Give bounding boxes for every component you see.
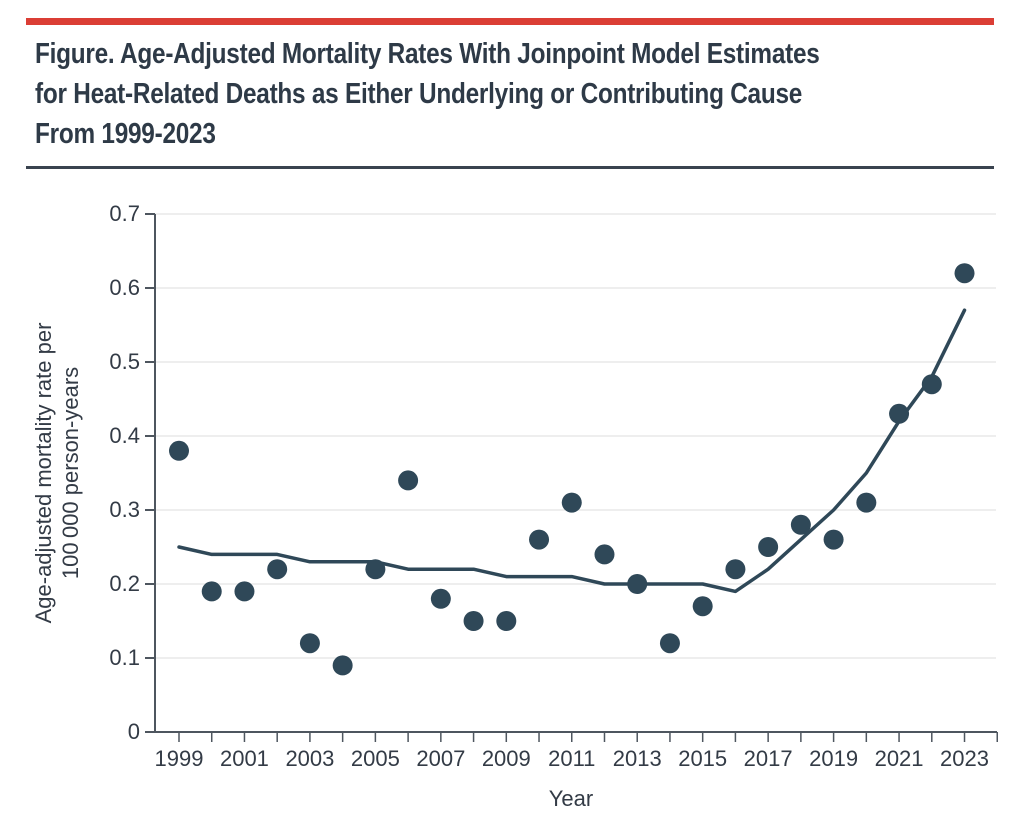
data-point [332, 655, 353, 676]
data-point [889, 403, 910, 424]
title-separator [26, 166, 994, 169]
data-point [201, 581, 222, 602]
x-axis-tick-label: 2021 [875, 746, 924, 771]
x-axis-tick-label: 2015 [678, 746, 727, 771]
data-point [529, 529, 550, 550]
x-axis-title: Year [549, 786, 593, 811]
figure-title-line: for Heat-Related Deaths as Either Underl… [35, 78, 803, 110]
y-axis-title-line2: 100 000 person-years [58, 367, 83, 579]
data-point [594, 544, 615, 565]
y-axis-tick-label: 0.7 [109, 201, 140, 226]
figure-title-line: From 1999-2023 [35, 118, 216, 150]
data-point [823, 529, 844, 550]
y-axis-tick-label: 0.5 [109, 349, 140, 374]
y-axis-tick-label: 0 [128, 719, 140, 744]
y-axis-tick-label: 0.6 [109, 275, 140, 300]
y-axis-tick-label: 0.4 [109, 423, 140, 448]
x-axis-tick-label: 2003 [285, 746, 334, 771]
data-point [954, 263, 975, 284]
data-point [496, 611, 517, 631]
x-axis-tick-label: 2007 [416, 746, 465, 771]
data-point [758, 537, 779, 557]
x-axis-tick-label: 2013 [613, 746, 662, 771]
x-axis-tick-label: 2011 [548, 746, 595, 771]
y-axis-title-line1: Age-adjusted mortality rate per [31, 323, 56, 624]
data-point [365, 559, 386, 580]
figure-title-line: Figure. Age-Adjusted Mortality Rates Wit… [35, 38, 820, 70]
x-axis-tick-label: 2019 [809, 746, 858, 771]
data-point [725, 559, 746, 580]
data-point [463, 611, 484, 631]
data-point [921, 374, 942, 395]
data-point [790, 514, 811, 535]
x-axis-tick-label: 1999 [155, 746, 204, 771]
x-axis-tick-label: 2001 [220, 746, 269, 771]
joinpoint-model-line [177, 308, 967, 594]
y-axis-tick-label: 0.3 [109, 497, 140, 522]
data-point [856, 492, 877, 513]
data-point [234, 581, 255, 602]
x-axis-tick-label: 2023 [940, 746, 989, 771]
y-axis-tick-label: 0.1 [109, 645, 140, 670]
data-point [430, 588, 451, 609]
data-point [659, 633, 680, 654]
data-point [627, 574, 648, 594]
data-point [692, 596, 713, 617]
x-axis-tick-label: 2017 [744, 746, 793, 771]
data-point [169, 440, 189, 461]
x-axis-tick-label: 2009 [482, 746, 531, 771]
data-point [561, 492, 582, 513]
x-axis-tick-label: 2005 [351, 746, 400, 771]
data-point [267, 559, 288, 580]
data-point [299, 633, 320, 654]
data-point [398, 470, 419, 491]
accent-bar [26, 18, 994, 25]
figure-title: Figure. Age-Adjusted Mortality Rates Wit… [35, 34, 959, 154]
y-axis-tick-label: 0.2 [109, 571, 140, 596]
